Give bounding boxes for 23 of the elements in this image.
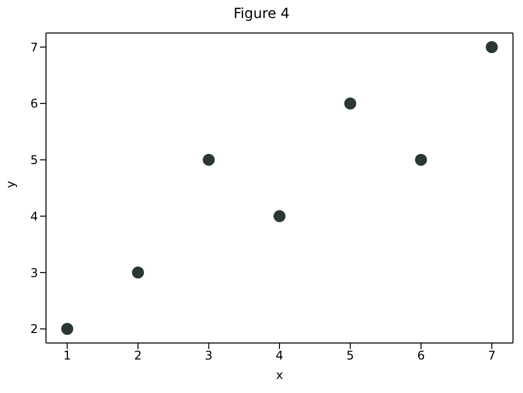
x-tick-label: 6 (417, 348, 425, 363)
x-tick-label: 4 (276, 348, 284, 363)
y-tick-label: 6 (30, 96, 38, 111)
point (344, 97, 356, 110)
point (61, 322, 74, 335)
chart-title: Figure 4 (232, 5, 291, 24)
y-axis-title: y (3, 180, 18, 188)
x-tick-label: 3 (204, 348, 213, 363)
y-tick-label: 4 (30, 209, 38, 224)
x-tick-label: 1 (63, 348, 72, 363)
y-tick-label: 2 (30, 322, 38, 336)
point (486, 41, 498, 54)
point (274, 210, 286, 222)
x-axis-title: x (276, 368, 284, 382)
y-tick-label: 5 (30, 153, 38, 168)
x-tick-label: 2 (134, 348, 142, 363)
x-tick-label: 5 (346, 348, 354, 363)
point (415, 154, 428, 166)
point (202, 154, 215, 166)
x-tick-label: 7 (488, 348, 496, 363)
y-tick-label: 7 (30, 40, 38, 54)
y-tick-label: 3 (30, 266, 38, 280)
point (132, 266, 144, 279)
